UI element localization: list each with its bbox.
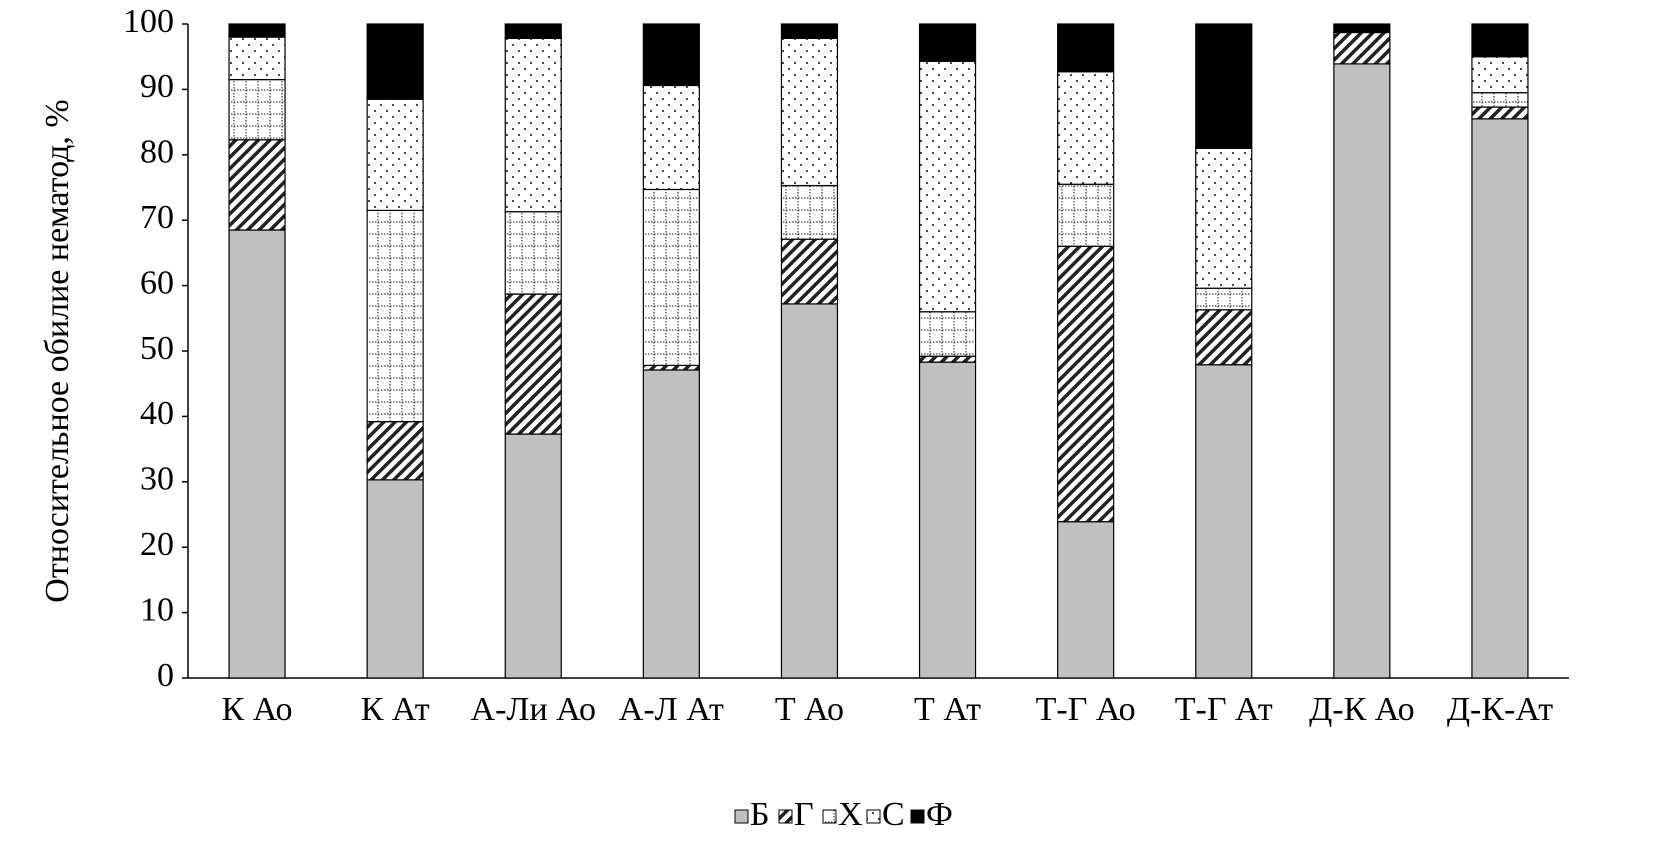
bar-segment	[228, 78, 286, 141]
x-tick-label: К Ао	[222, 691, 293, 728]
bar-segment	[228, 23, 286, 38]
bar-segment	[1471, 23, 1529, 58]
bar-segment	[366, 209, 424, 423]
y-tick-label: 70	[140, 199, 174, 236]
bar-segment	[1057, 521, 1115, 679]
legend-swatch	[734, 809, 749, 824]
bar-segment	[642, 188, 700, 366]
bar-segment	[642, 23, 700, 87]
x-tick-label: Т Ат	[914, 691, 981, 728]
bar-segment	[366, 98, 424, 211]
legend-label: Б	[750, 796, 770, 833]
legend-swatch	[822, 809, 837, 824]
y-tick-label: 80	[140, 134, 174, 171]
bar-segment	[228, 139, 286, 231]
x-tick-label: К Ат	[361, 691, 430, 728]
bar-segment	[1195, 23, 1253, 149]
bar-segment	[1471, 106, 1529, 120]
bar-segment	[504, 23, 562, 39]
y-tick-label: 10	[140, 591, 174, 628]
legend-swatch	[778, 809, 793, 824]
bar-segment	[504, 37, 562, 213]
y-tick-label: 100	[123, 3, 174, 40]
bar-segment	[642, 84, 700, 191]
y-tick-label: 90	[140, 68, 174, 105]
bar-segment	[1195, 147, 1253, 289]
bar-segment	[642, 364, 700, 371]
bar-segment	[918, 60, 977, 313]
bar-segment	[504, 433, 562, 679]
bar-segment	[780, 238, 839, 305]
legend-label: Г	[794, 796, 814, 833]
bar-segment	[1471, 56, 1529, 94]
bar-segment	[780, 303, 839, 679]
x-tick-label: Т-Г Ат	[1175, 691, 1273, 728]
bar-segment	[228, 229, 286, 679]
y-axis-label: Относительное обилие нематод, %	[39, 99, 76, 602]
bar-segment	[504, 211, 562, 295]
y-tick-label: 20	[140, 526, 174, 563]
bar-segment	[918, 311, 977, 357]
x-tick-label: А-Л Ат	[619, 691, 724, 728]
bar-segment	[1057, 23, 1115, 73]
x-tick-label: А-Ли Ао	[471, 691, 596, 728]
legend-swatch	[866, 809, 881, 824]
bar-segment	[642, 369, 700, 679]
y-tick-label: 30	[140, 461, 174, 498]
legend-label: Х	[838, 796, 863, 833]
legend-swatch	[910, 809, 925, 824]
legend-label: Ф	[926, 796, 953, 833]
bar-segment	[780, 37, 839, 187]
bar-segment	[1057, 71, 1115, 185]
x-tick-label: Т Ао	[775, 691, 844, 728]
x-tick-label: Д-К-Ат	[1447, 691, 1553, 728]
bar-segment	[504, 293, 562, 435]
bar-segment	[366, 421, 424, 481]
bar-segment	[228, 36, 286, 81]
bar-segment	[1471, 92, 1529, 108]
x-tick-label: Т-Г Ао	[1036, 691, 1136, 728]
bar-segment	[918, 355, 977, 363]
bar-segment	[1057, 245, 1115, 523]
y-tick-label: 60	[140, 264, 174, 301]
y-tick-label: 40	[140, 395, 174, 432]
y-tick-label: 0	[157, 657, 174, 694]
bar-segment	[1057, 183, 1115, 247]
legend-label: С	[882, 796, 905, 833]
bar-segment	[780, 23, 839, 39]
y-tick-label: 50	[140, 330, 174, 367]
bar-segment	[1333, 23, 1391, 34]
bar-segment	[1195, 364, 1253, 679]
bar-segment	[1471, 118, 1529, 679]
bar-segment	[1333, 63, 1391, 679]
x-tick-label: Д-К Ао	[1309, 691, 1415, 728]
bar-segment	[918, 361, 977, 679]
bar-segment	[1333, 31, 1391, 65]
bar-segment	[918, 23, 977, 62]
bar-segment	[366, 479, 424, 679]
bar-segment	[366, 23, 424, 100]
bar-segment	[1195, 309, 1253, 366]
bar-segment	[780, 184, 839, 240]
bar-segment	[1195, 287, 1253, 311]
